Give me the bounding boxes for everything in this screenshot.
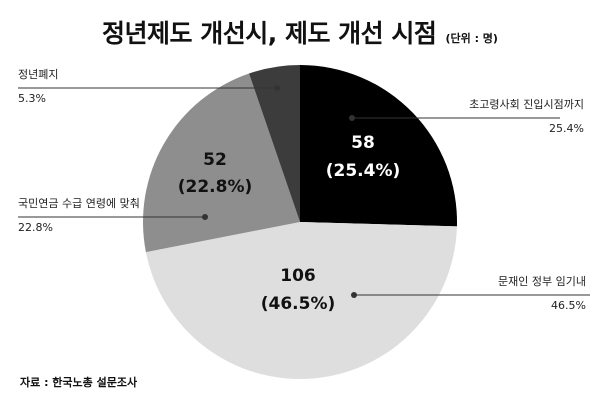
slice-percent-label-abolish: 5.3%: [18, 92, 46, 105]
chart-title: 정년제도 개선시, 제도 개선 시점: [102, 19, 437, 48]
pie-slice-abolish: [249, 65, 300, 222]
pie-slice-pension: [142, 73, 300, 253]
pie-slice-elderly: [300, 65, 457, 227]
leader-dot-pension: [202, 214, 208, 220]
slice-percent-label-term: 46.5%: [551, 299, 586, 312]
slice-percent-label-elderly: 25.4%: [549, 122, 584, 135]
slice-value-label-elderly: 58: [351, 133, 375, 153]
slice-inner-percent-label-elderly: (25.4%): [326, 161, 401, 181]
leader-dot-term: [351, 292, 357, 298]
slice-inner-percent-label-pension: (22.8%): [178, 177, 253, 197]
slice-category-label-elderly: 초고령사회 진입시점까지: [469, 98, 584, 111]
slice-inner-percent-label-term: (46.5%): [261, 294, 336, 314]
pie-slice-term: [145, 222, 457, 380]
chart-unit: (단위 : 명): [445, 32, 498, 45]
slice-value-label-term: 106: [280, 266, 316, 286]
slice-category-label-term: 문재인 정부 임기내: [498, 275, 586, 288]
slice-category-label-abolish: 정년폐지: [18, 68, 58, 81]
slice-value-label-pension: 52: [203, 150, 227, 170]
leader-dot-abolish: [274, 85, 280, 91]
slice-category-label-pension: 국민연금 수급 연령에 맞춰: [18, 197, 140, 210]
slice-percent-label-pension: 22.8%: [18, 221, 53, 234]
chart-source: 자료 : 한국노총 설문조사: [20, 376, 138, 389]
leader-dot-elderly: [349, 115, 355, 121]
chart-title-block: 정년제도 개선시, 제도 개선 시점 (단위 : 명): [0, 14, 600, 50]
